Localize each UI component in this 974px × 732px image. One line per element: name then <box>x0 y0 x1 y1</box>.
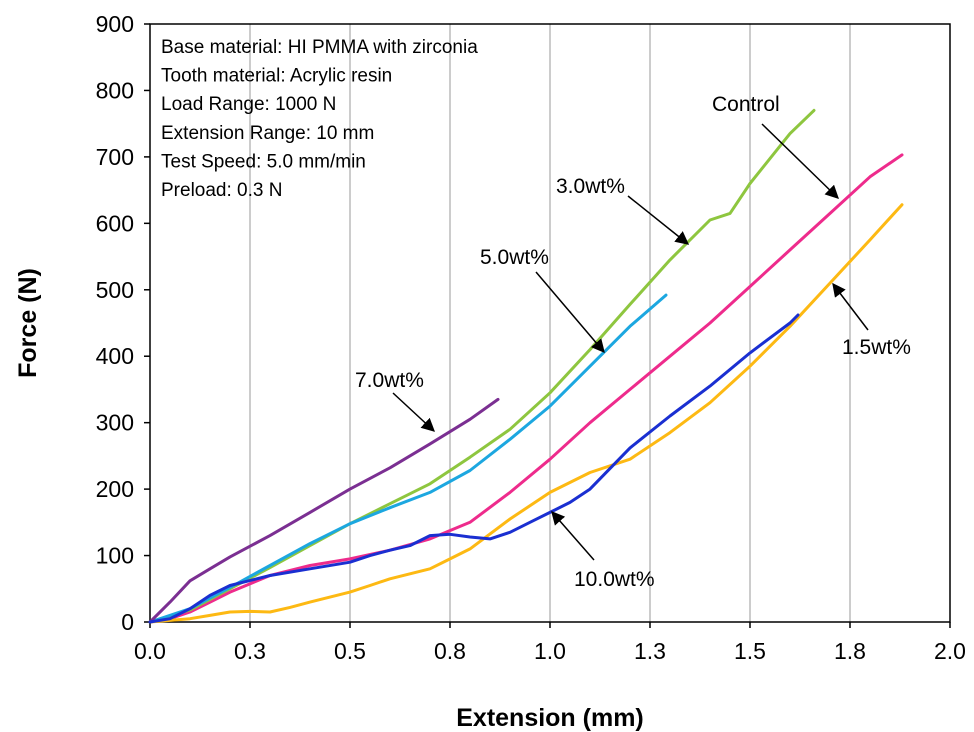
y-tick-label: 700 <box>96 144 134 170</box>
series-line-control <box>148 153 904 624</box>
series-line-1-5wt- <box>148 203 904 624</box>
x-tick-label: 1.3 <box>634 638 666 664</box>
annotation-label: 10.0wt% <box>574 568 655 591</box>
grid <box>249 24 851 622</box>
x-tick-label: 2.0 <box>934 638 966 664</box>
y-tick-label: 200 <box>96 476 134 502</box>
x-axis-title: Extension (mm) <box>456 704 644 732</box>
info-line: Test Speed: 5.0 mm/min <box>161 151 366 172</box>
x-tick-label: 0.5 <box>334 638 366 664</box>
x-tick-label: 1.5 <box>734 638 766 664</box>
x-tick-label: 1.0 <box>534 638 566 664</box>
annotation-arrow <box>761 123 839 199</box>
y-tick-label: 600 <box>96 210 134 236</box>
annotation-label: 1.5wt% <box>842 336 911 359</box>
y-tick-label: 300 <box>96 410 134 436</box>
y-tick-label: 800 <box>96 77 134 103</box>
y-tick-label: 900 <box>96 11 134 37</box>
info-line: Load Range: 1000 N <box>161 94 336 115</box>
annotation-label: 3.0wt% <box>556 175 625 198</box>
x-tick-label: 0.0 <box>134 638 166 664</box>
ticks: 0.0 0.3 0.5 0.8 1.0 1.3 1.5 1.8 2.0 0 100 200 300 400… <box>96 11 966 664</box>
y-tick-label: 400 <box>96 343 134 369</box>
annotation-arrow <box>832 282 869 331</box>
x-tick-label: 0.3 <box>234 638 266 664</box>
info-box: Base material: HI PMMA with zirconia Toot… <box>161 37 478 201</box>
y-tick-label: 100 <box>96 543 134 569</box>
info-line: Extension Range: 10 mm <box>161 123 374 144</box>
y-tick-label: 0 <box>121 609 134 635</box>
y-axis-title: Force (N) <box>14 268 42 378</box>
x-tick-label: 1.8 <box>834 638 866 664</box>
y-tick-label: 500 <box>96 277 134 303</box>
series-lines <box>148 108 904 624</box>
annotation-label: 5.0wt% <box>480 246 549 269</box>
annotation-label: 7.0wt% <box>355 369 424 392</box>
series-line-10-0wt- <box>148 313 800 624</box>
x-tick-label: 0.8 <box>434 638 466 664</box>
annotations: Control 3.0wt% 5.0wt% 7.0wt% 1.5wt% 10.0wt% <box>355 93 911 591</box>
info-line: Base material: HI PMMA with zirconia <box>161 37 478 58</box>
annotation-arrow <box>535 271 605 354</box>
annotation-arrow <box>551 510 595 561</box>
annotation-label: Control <box>712 93 780 116</box>
info-line: Tooth material: Acrylic resin <box>161 66 392 87</box>
series-line-3-0wt- <box>148 108 816 624</box>
series-line-7-0wt- <box>148 397 500 624</box>
annotation-arrow <box>627 195 690 245</box>
info-line: Preload: 0.3 N <box>161 180 282 201</box>
annotation-arrow <box>392 392 435 432</box>
